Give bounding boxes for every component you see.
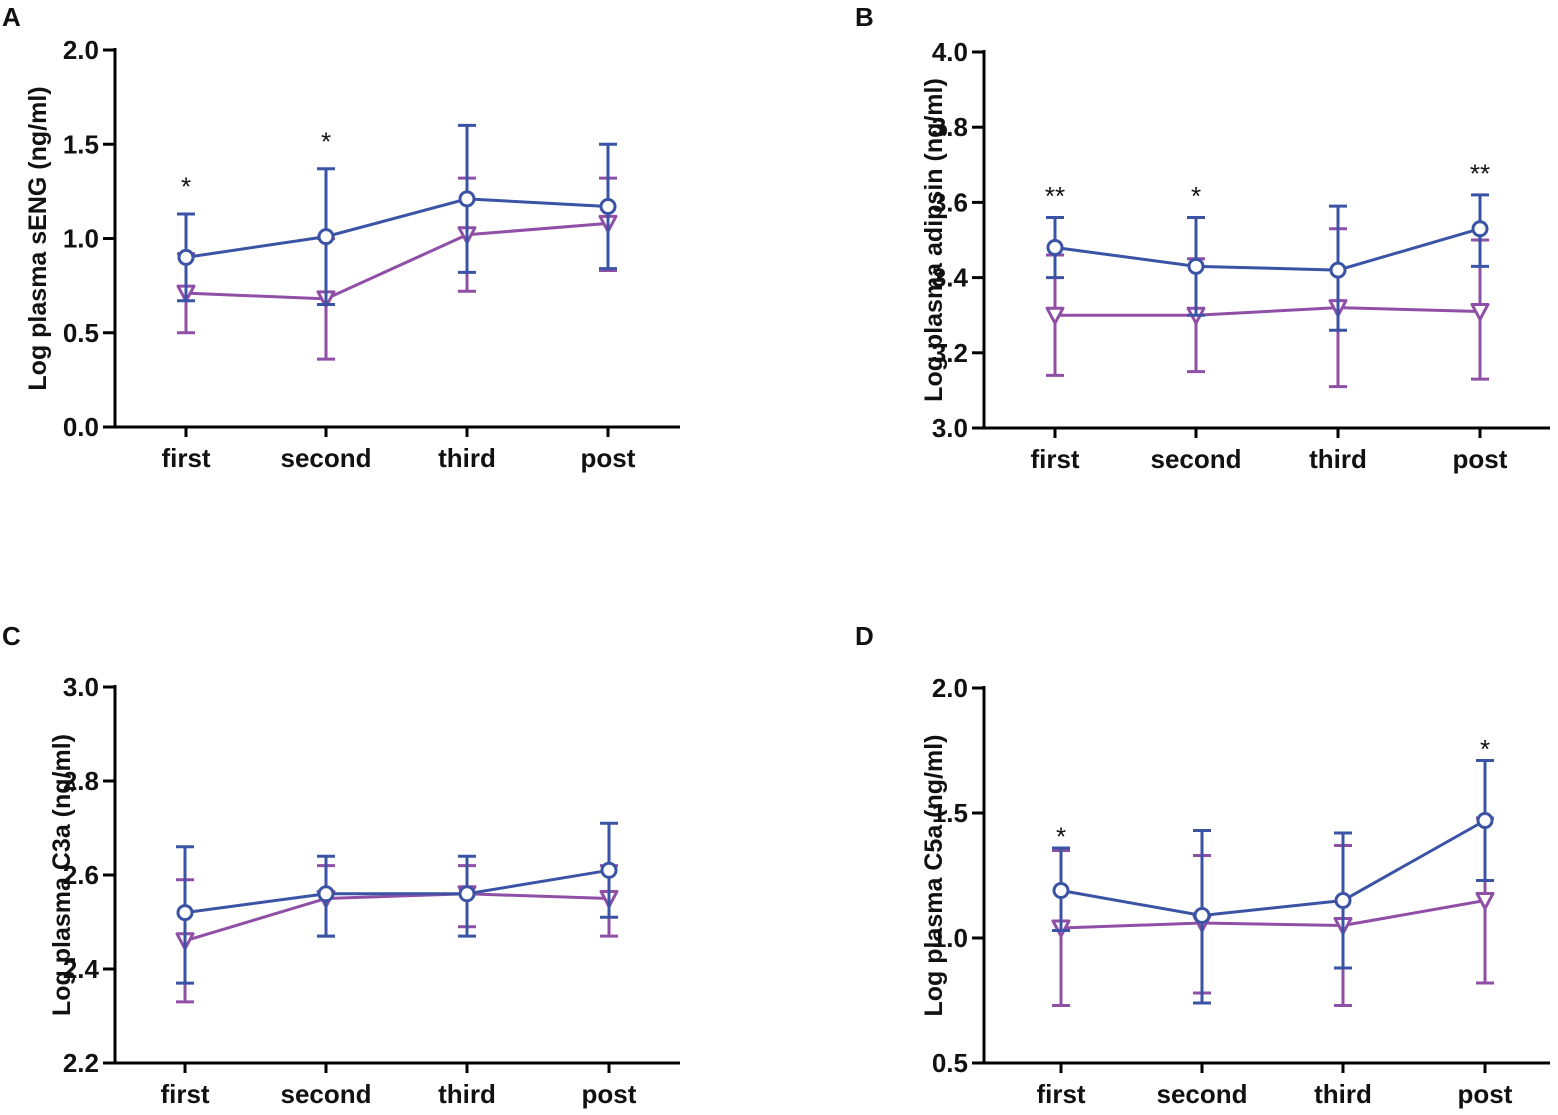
x-tick-label-third: third [438, 1079, 496, 1109]
significance-marker: * [1480, 734, 1490, 764]
x-tick-label-post: post [1453, 444, 1508, 474]
y-tick-label: 1.5 [63, 129, 99, 159]
y-tick-label: 0.0 [63, 412, 99, 442]
y-tick-label: 1.0 [63, 224, 99, 254]
significance-marker: * [1056, 822, 1066, 852]
panel-letter: C [2, 621, 21, 651]
y-tick-label: 3.2 [932, 338, 968, 368]
y-tick-label: 0.5 [63, 318, 99, 348]
y-tick-label: 2.6 [63, 860, 99, 890]
panel-a: A 0.0 0.5 1.0 1.5 2.0 first second third post Log … [2, 2, 680, 473]
significance-marker: * [181, 172, 191, 202]
y-tick-label: 3.6 [932, 187, 968, 217]
series-line [1060, 899, 1486, 930]
x-tick-label-third: third [438, 443, 496, 473]
data-point [1470, 302, 1490, 321]
data-point [1045, 306, 1065, 325]
y-tick-label: 0.5 [932, 1048, 968, 1078]
y-tick-label: 1.0 [932, 923, 968, 953]
y-tick-label: 4.0 [932, 37, 968, 67]
x-tick-label-first: first [161, 443, 210, 473]
y-tick-label: 2.4 [63, 954, 100, 984]
series-series1 [177, 123, 617, 306]
series-line [184, 892, 610, 943]
y-tick-label: 2.8 [63, 766, 99, 796]
series-line [1060, 819, 1486, 918]
x-tick-label-first: first [1030, 444, 1079, 474]
y-tick-label: 1.5 [932, 798, 968, 828]
y-tick-label: 3.0 [932, 413, 968, 443]
panel-c: C 2.2 2.4 2.6 2.8 3.0 first second third post Log … [2, 621, 680, 1109]
data-point [317, 885, 335, 903]
data-point [1046, 239, 1064, 257]
panel-letter: D [855, 621, 874, 651]
x-tick-label-post: post [582, 1079, 637, 1109]
x-tick-label-post: post [1458, 1079, 1513, 1109]
x-tick-label-first: first [160, 1079, 209, 1109]
data-point [458, 885, 476, 903]
y-tick-label: 2.0 [932, 673, 968, 703]
series-series2 [175, 864, 619, 1004]
y-tick-label: 3.4 [932, 263, 969, 293]
significance-marker: ** [1470, 158, 1490, 188]
series-line [185, 197, 609, 259]
series-line [184, 868, 610, 915]
y-axis-title: Log plasma C5a (ng/ml) [920, 735, 948, 1017]
series-series2 [176, 176, 618, 361]
series-series1 [1046, 193, 1489, 332]
data-point [177, 248, 195, 266]
y-axis-title: Log plasma sENG (ng/ml) [24, 86, 52, 390]
data-point [1052, 882, 1070, 899]
series-line [1055, 306, 1481, 317]
y-tick-label: 2.2 [63, 1048, 99, 1078]
x-tick-label-post: post [581, 443, 636, 473]
data-point [458, 190, 476, 208]
x-tick-label-second: second [280, 1079, 371, 1109]
data-point [1476, 812, 1494, 829]
panel-b: B 3.0 3.2 3.4 3.6 3.8 4.0 first second third post L… [855, 2, 1550, 474]
data-point [1329, 261, 1347, 279]
y-axis-title: Log plasma adipsin (ng/ml) [920, 78, 948, 402]
series-line [1054, 227, 1481, 272]
x-tick-label-third: third [1314, 1079, 1372, 1109]
series-series2 [1051, 816, 1495, 1007]
panel-letter: A [2, 2, 21, 32]
data-point [600, 861, 618, 879]
panel-letter: B [855, 2, 874, 32]
y-tick-label: 3.0 [63, 672, 99, 702]
data-point [1187, 257, 1205, 275]
x-tick-label-third: third [1309, 444, 1367, 474]
data-point [317, 228, 335, 246]
significance-marker: * [321, 126, 331, 156]
data-point [1334, 892, 1352, 909]
data-point [599, 197, 617, 215]
y-axis-title: Log plasma C3a (ng/ml) [48, 734, 76, 1016]
significance-marker: * [1191, 181, 1201, 211]
y-tick-label: 2.0 [63, 35, 99, 65]
data-point [1193, 907, 1211, 924]
y-tick-label: 3.8 [932, 112, 968, 142]
data-point [1475, 892, 1495, 910]
series-series2 [1045, 227, 1490, 389]
data-point [176, 904, 194, 922]
data-point [1471, 220, 1489, 238]
x-tick-label-second: second [1156, 1079, 1247, 1109]
series-line [185, 221, 609, 301]
panel-d: D 0.5 1.0 1.5 2.0 first second third post Log pla… [855, 621, 1550, 1109]
series-series1 [1052, 759, 1494, 1005]
x-tick-label-second: second [1150, 444, 1241, 474]
series-series1 [176, 821, 618, 985]
significance-marker: ** [1045, 181, 1065, 211]
x-tick-label-first: first [1036, 1079, 1085, 1109]
x-tick-label-second: second [280, 443, 371, 473]
